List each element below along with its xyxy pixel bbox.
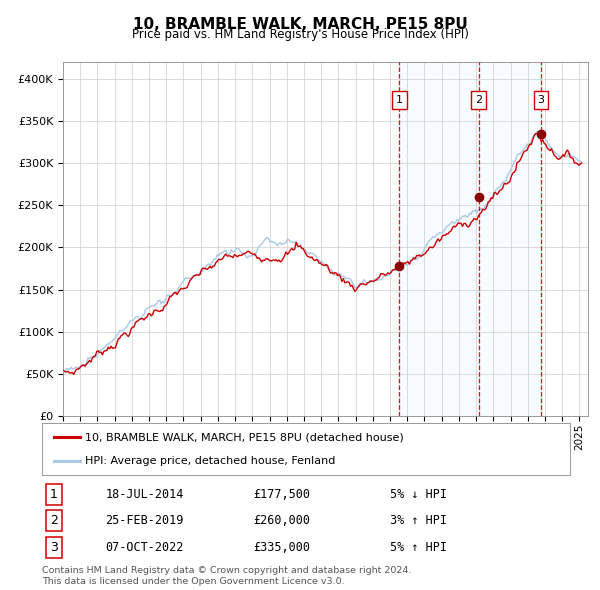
Text: Contains HM Land Registry data © Crown copyright and database right 2024.
This d: Contains HM Land Registry data © Crown c… (42, 566, 412, 586)
Text: HPI: Average price, detached house, Fenland: HPI: Average price, detached house, Fenl… (85, 456, 335, 466)
Text: £335,000: £335,000 (253, 540, 310, 553)
Text: 10, BRAMBLE WALK, MARCH, PE15 8PU (detached house): 10, BRAMBLE WALK, MARCH, PE15 8PU (detac… (85, 432, 404, 442)
Text: 5% ↓ HPI: 5% ↓ HPI (391, 489, 448, 502)
Text: 1: 1 (50, 489, 58, 502)
Text: 3: 3 (50, 540, 58, 553)
Bar (400, 62, 541, 416)
Text: 5% ↑ HPI: 5% ↑ HPI (391, 540, 448, 553)
Text: 3: 3 (538, 95, 545, 105)
Text: 2: 2 (50, 514, 58, 527)
Text: Price paid vs. HM Land Registry's House Price Index (HPI): Price paid vs. HM Land Registry's House … (131, 28, 469, 41)
Text: 2: 2 (475, 95, 482, 105)
Text: 1: 1 (396, 95, 403, 105)
Text: 18-JUL-2014: 18-JUL-2014 (106, 489, 184, 502)
Text: 3% ↑ HPI: 3% ↑ HPI (391, 514, 448, 527)
Text: 07-OCT-2022: 07-OCT-2022 (106, 540, 184, 553)
Text: 25-FEB-2019: 25-FEB-2019 (106, 514, 184, 527)
Text: £260,000: £260,000 (253, 514, 310, 527)
Text: 10, BRAMBLE WALK, MARCH, PE15 8PU: 10, BRAMBLE WALK, MARCH, PE15 8PU (133, 17, 467, 31)
Text: £177,500: £177,500 (253, 489, 310, 502)
